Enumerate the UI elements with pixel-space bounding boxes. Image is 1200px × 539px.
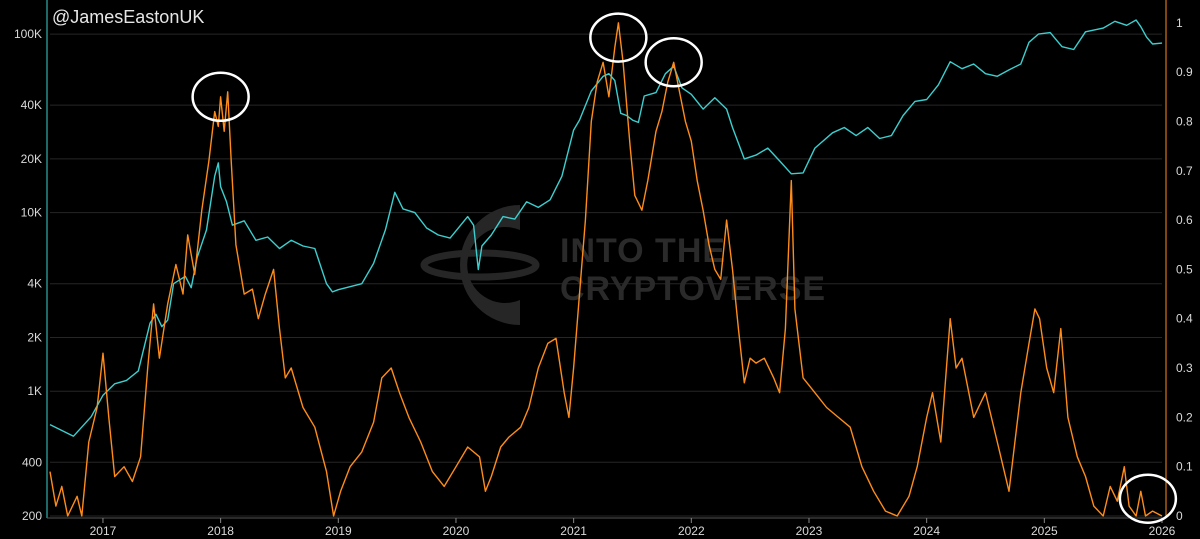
right-tick-label: 0.9 (1176, 65, 1193, 79)
highlight-circle (644, 37, 703, 88)
watermark-logo-icon (460, 205, 520, 325)
right-tick-label: 0.7 (1176, 164, 1193, 178)
x-tick-label: 2017 (90, 524, 117, 538)
left-tick-label: 400 (22, 455, 42, 469)
x-tick-label: 2022 (678, 524, 705, 538)
oscillator-series-line (49, 22, 1163, 517)
series-lines (49, 19, 1163, 517)
left-axis-ticks: 100K 40K 20K 10K 4K 2K 1K 400 200 (14, 27, 42, 523)
x-tick-label: 2026 (1149, 524, 1176, 538)
left-tick-label: 200 (22, 509, 42, 523)
highlight-circle (589, 12, 648, 63)
right-tick-label: 0 (1176, 509, 1183, 523)
right-tick-label: 0.5 (1176, 262, 1193, 276)
x-tick-label: 2019 (325, 524, 352, 538)
price-series-line (49, 19, 1163, 437)
left-tick-label: 10K (21, 206, 42, 220)
right-tick-label: 0.8 (1176, 114, 1193, 128)
right-tick-label: 0.2 (1176, 410, 1193, 424)
x-tick-label: 2024 (913, 524, 940, 538)
x-axis-ticks: 2017 2018 2019 2020 2021 2022 2023 2024 2025 2026 (90, 518, 1176, 538)
left-tick-label: 100K (14, 27, 42, 41)
right-tick-label: 0.1 (1176, 460, 1193, 474)
right-tick-label: 0.3 (1176, 361, 1193, 375)
highlight-circle (1118, 473, 1178, 524)
highlight-circle (191, 71, 250, 123)
x-tick-label: 2025 (1031, 524, 1058, 538)
left-tick-label: 4K (27, 277, 42, 291)
grid-lines (50, 33, 1162, 517)
x-tick-label: 2020 (443, 524, 470, 538)
right-tick-label: 1 (1176, 16, 1183, 30)
left-tick-label: 2K (27, 330, 42, 344)
right-axis-ticks: 1 0.9 0.8 0.7 0.6 0.5 0.4 0.3 0.2 0.1 0 (1176, 16, 1193, 523)
left-tick-label: 20K (21, 152, 42, 166)
watermark-text-line-2: CRYPTOVERSE (560, 270, 826, 308)
x-tick-label: 2018 (207, 524, 234, 538)
watermark-ring-icon (420, 249, 540, 281)
right-tick-label: 0.6 (1176, 213, 1193, 227)
highlight-circles (191, 12, 1178, 524)
watermark-text-line-1: INTO THE (560, 232, 726, 270)
into-the-cryptoverse-watermark: INTO THE CRYPTOVERSE (420, 205, 826, 325)
left-tick-label: 1K (27, 384, 42, 398)
right-tick-label: 0.4 (1176, 312, 1193, 326)
x-tick-label: 2023 (796, 524, 823, 538)
author-handle: @JamesEastonUK (52, 7, 204, 27)
x-tick-label: 2021 (560, 524, 587, 538)
left-tick-label: 40K (21, 98, 42, 112)
